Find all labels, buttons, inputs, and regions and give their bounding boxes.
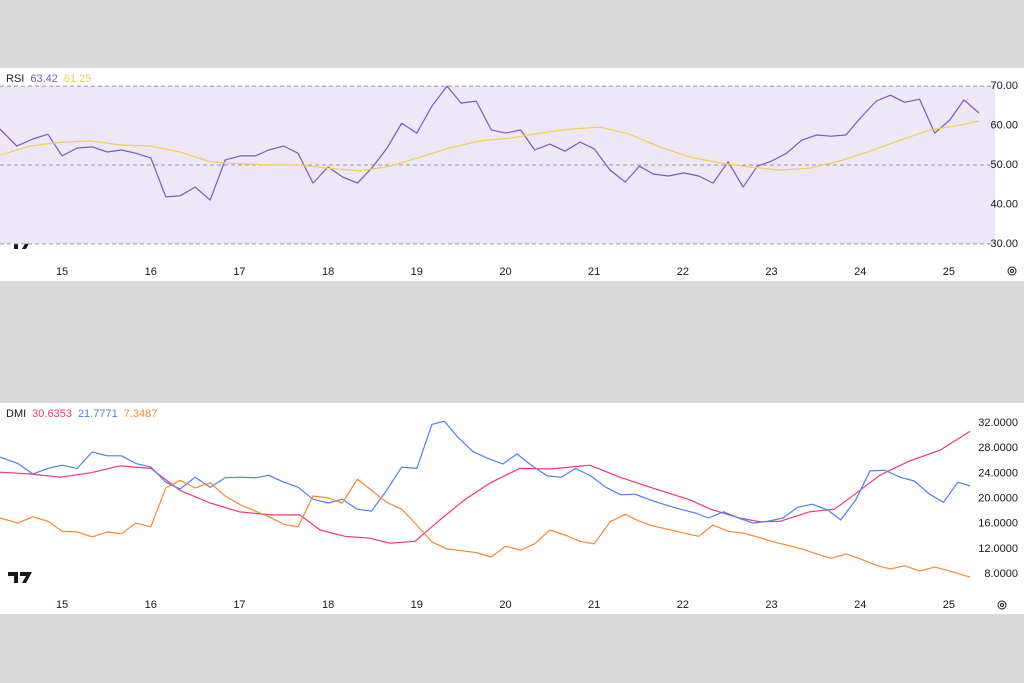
x-tick-label: 25 [943,599,955,611]
x-tick-label: 24 [854,599,866,611]
legend-value: 30.6353 [32,408,72,420]
series-line [0,120,980,172]
x-tick-label: 18 [322,599,334,611]
x-tick-label: 15 [56,599,68,611]
y-tick-label: 60.00 [990,119,1018,131]
y-tick-label: 12.0000 [978,543,1018,555]
y-tick-label: 30.00 [990,238,1018,250]
legend-value: 63.42 [30,73,58,85]
y-tick-label: 32.0000 [978,417,1018,429]
x-tick-label: 23 [765,266,777,278]
x-tick-label: 17 [233,599,245,611]
x-tick-label: 21 [588,599,600,611]
x-tick-label: 21 [588,266,600,278]
series-line [0,478,971,578]
x-tick-label: 24 [854,266,866,278]
series-line [0,420,971,524]
legend-value: 61.25 [64,73,92,85]
y-tick-label: 28.0000 [978,442,1018,454]
x-tick-label: 25 [943,266,955,278]
x-tick-label: 20 [499,599,511,611]
y-tick-label: 8.0000 [984,568,1018,580]
y-tick-label: 20.0000 [978,492,1018,504]
series-line [0,85,980,201]
x-tick-label: 20 [499,266,511,278]
x-tick-label: 23 [765,599,777,611]
x-tick-label: 17 [233,266,245,278]
x-tick-label: 18 [322,266,334,278]
settings-icon[interactable] [1007,266,1017,276]
x-tick-label: 16 [145,599,157,611]
y-tick-label: 24.0000 [978,467,1018,479]
x-tick-label: 16 [145,266,157,278]
x-tick-label: 22 [677,266,689,278]
dmi-panel [0,403,1024,614]
indicator-title: RSI [6,73,24,85]
y-tick-label: 16.0000 [978,518,1018,530]
settings-icon[interactable] [997,600,1007,610]
x-tick-label: 22 [677,599,689,611]
y-tick-label: 40.00 [990,198,1018,210]
logo [8,572,32,583]
legend-value: 7.3487 [124,408,158,420]
x-tick-label: 19 [411,599,423,611]
x-tick-label: 15 [56,266,68,278]
legend-value: 21.7771 [78,408,118,420]
indicator-title: DMI [6,408,26,420]
x-tick-label: 19 [411,266,423,278]
y-tick-label: 70.00 [990,80,1018,92]
y-tick-label: 50.00 [990,159,1018,171]
